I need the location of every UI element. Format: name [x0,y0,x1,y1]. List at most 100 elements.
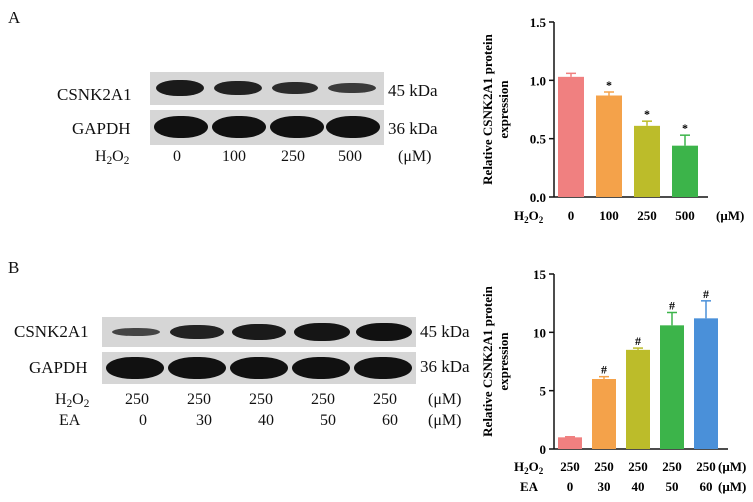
a-blot-csnk2a1 [150,72,384,105]
a-cond-value: 250 [281,148,305,165]
bar [694,318,718,449]
significance-marker: * [606,78,612,92]
y-tick-label: 5 [540,384,547,399]
b-band-gapdh-2 [168,357,226,379]
a-protein-label-csnk2a1: CSNK2A1 [57,85,132,104]
bar [596,95,622,197]
x-tick-label: 250 [696,459,716,474]
bar [626,349,650,449]
a-blot-gapdh [150,110,384,145]
y-tick-label: 0.5 [530,132,547,147]
y-tick-label: 10 [533,325,546,340]
b-cond-value: 250 [249,391,273,408]
x-tick-label: 0 [568,208,575,223]
bar [634,125,660,197]
a-band-csnk2a1-4 [328,83,376,93]
a-cond-label-h2o2: H2O2 [95,148,130,167]
x-row-label-part: H [514,459,524,474]
bar-chart-a: 0.0 0.5 1.0 1.5 Relative CSNK2A1 protein expr… [480,15,744,225]
b-cond-value: 40 [258,412,274,429]
y-tick-label: 15 [533,267,547,282]
b-cond-label-ea: EA [59,412,81,429]
b-band-csnk2a1-1 [112,328,160,336]
y-tick-label: 1.5 [530,15,547,30]
y-tick-label: 1.0 [530,73,546,88]
a-band-gapdh-1 [154,116,208,138]
panel-a-letter: A [8,8,21,27]
x-row-label: H2O2 [514,459,544,476]
b-band-csnk2a1-4 [294,323,350,341]
a-cond-unit: (μM) [398,148,432,165]
b-cond-value: 250 [125,391,149,408]
x-tick-label: 500 [675,208,695,223]
a-cond-value: 500 [338,148,362,165]
significance-marker: # [601,363,607,377]
x-tick-label: 40 [632,479,645,494]
a-protein-label-gapdh: GAPDH [72,119,131,138]
b-blot-gapdh [102,352,416,384]
y-axis-label: Relative CSNK2A1 protein [480,285,495,436]
significance-marker: # [669,299,675,313]
x-row-label-part: O [529,208,539,223]
b-band-csnk2a1-5 [356,323,412,341]
x-row-label-part: 2 [524,215,529,225]
x-tick-label: 250 [628,459,648,474]
y-axis-label: Relative CSNK2A1 protein [480,33,495,184]
y-tick-label: 0 [540,442,547,457]
y-axis-label-line2: expression [496,80,511,139]
bar [558,437,582,449]
a-band-gapdh-2 [212,116,266,138]
panel-b-letter: B [8,258,20,277]
a-mw-gapdh: 36 kDa [388,119,438,138]
x-row-label-part: O [529,459,539,474]
significance-marker: * [682,121,688,135]
x-tick-label: 100 [599,208,619,223]
x-tick-label: 60 [700,479,713,494]
b-band-gapdh-5 [354,357,412,379]
y-axis-label-line2: expression [496,332,511,391]
a-cond-value: 100 [222,148,246,165]
a-cond-value: 0 [173,148,181,165]
x-row-label-part: H [514,208,524,223]
x-tick-label: 50 [666,479,679,494]
b-mw-csnk2a1: 45 kDa [420,322,470,341]
a-band-csnk2a1-3 [272,82,318,94]
b-protein-label-gapdh: GAPDH [29,358,88,377]
x-tick-label: 30 [598,479,611,494]
x-tick-label: 250 [637,208,657,223]
b-cond-value: 0 [139,412,147,429]
a-band-gapdh-4 [326,116,380,138]
x-tick-label: 250 [560,459,580,474]
b-cond-value: 60 [382,412,398,429]
significance-marker: # [703,287,709,301]
x-tick-label: 250 [594,459,614,474]
x-row-label: H2O2 [514,208,544,225]
b-cond-value: 250 [187,391,211,408]
b-band-csnk2a1-3 [232,324,286,340]
x-tick-label: 0 [567,479,574,494]
y-tick-label: 0.0 [530,190,546,205]
b-band-csnk2a1-2 [170,325,224,339]
b-mw-gapdh: 36 kDa [420,357,470,376]
a-band-csnk2a1-1 [156,80,204,96]
b-cond-value: 250 [373,391,397,408]
bar [672,145,698,197]
b-cond-value: 250 [311,391,335,408]
x-row-unit: (μM) [716,208,744,223]
x-row-unit: (μM) [718,479,746,494]
b-band-gapdh-4 [292,357,350,379]
significance-marker: * [644,107,650,121]
b-blot-csnk2a1 [102,317,416,347]
bar-chart-b: 0 5 10 15 Relative CSNK2A1 protein expression… [480,267,746,494]
a-mw-csnk2a1: 45 kDa [388,81,438,100]
x-row-label-part: 2 [539,215,544,225]
a-band-csnk2a1-2 [214,81,262,95]
b-cond-value: 50 [320,412,336,429]
b-band-gapdh-3 [230,357,288,379]
bar [592,379,616,449]
bar [558,76,584,197]
b-band-gapdh-1 [106,357,164,379]
a-band-gapdh-3 [270,116,324,138]
x-row-label: EA [520,479,539,494]
b-cond-label-h2o2: H2O2 [55,391,90,410]
